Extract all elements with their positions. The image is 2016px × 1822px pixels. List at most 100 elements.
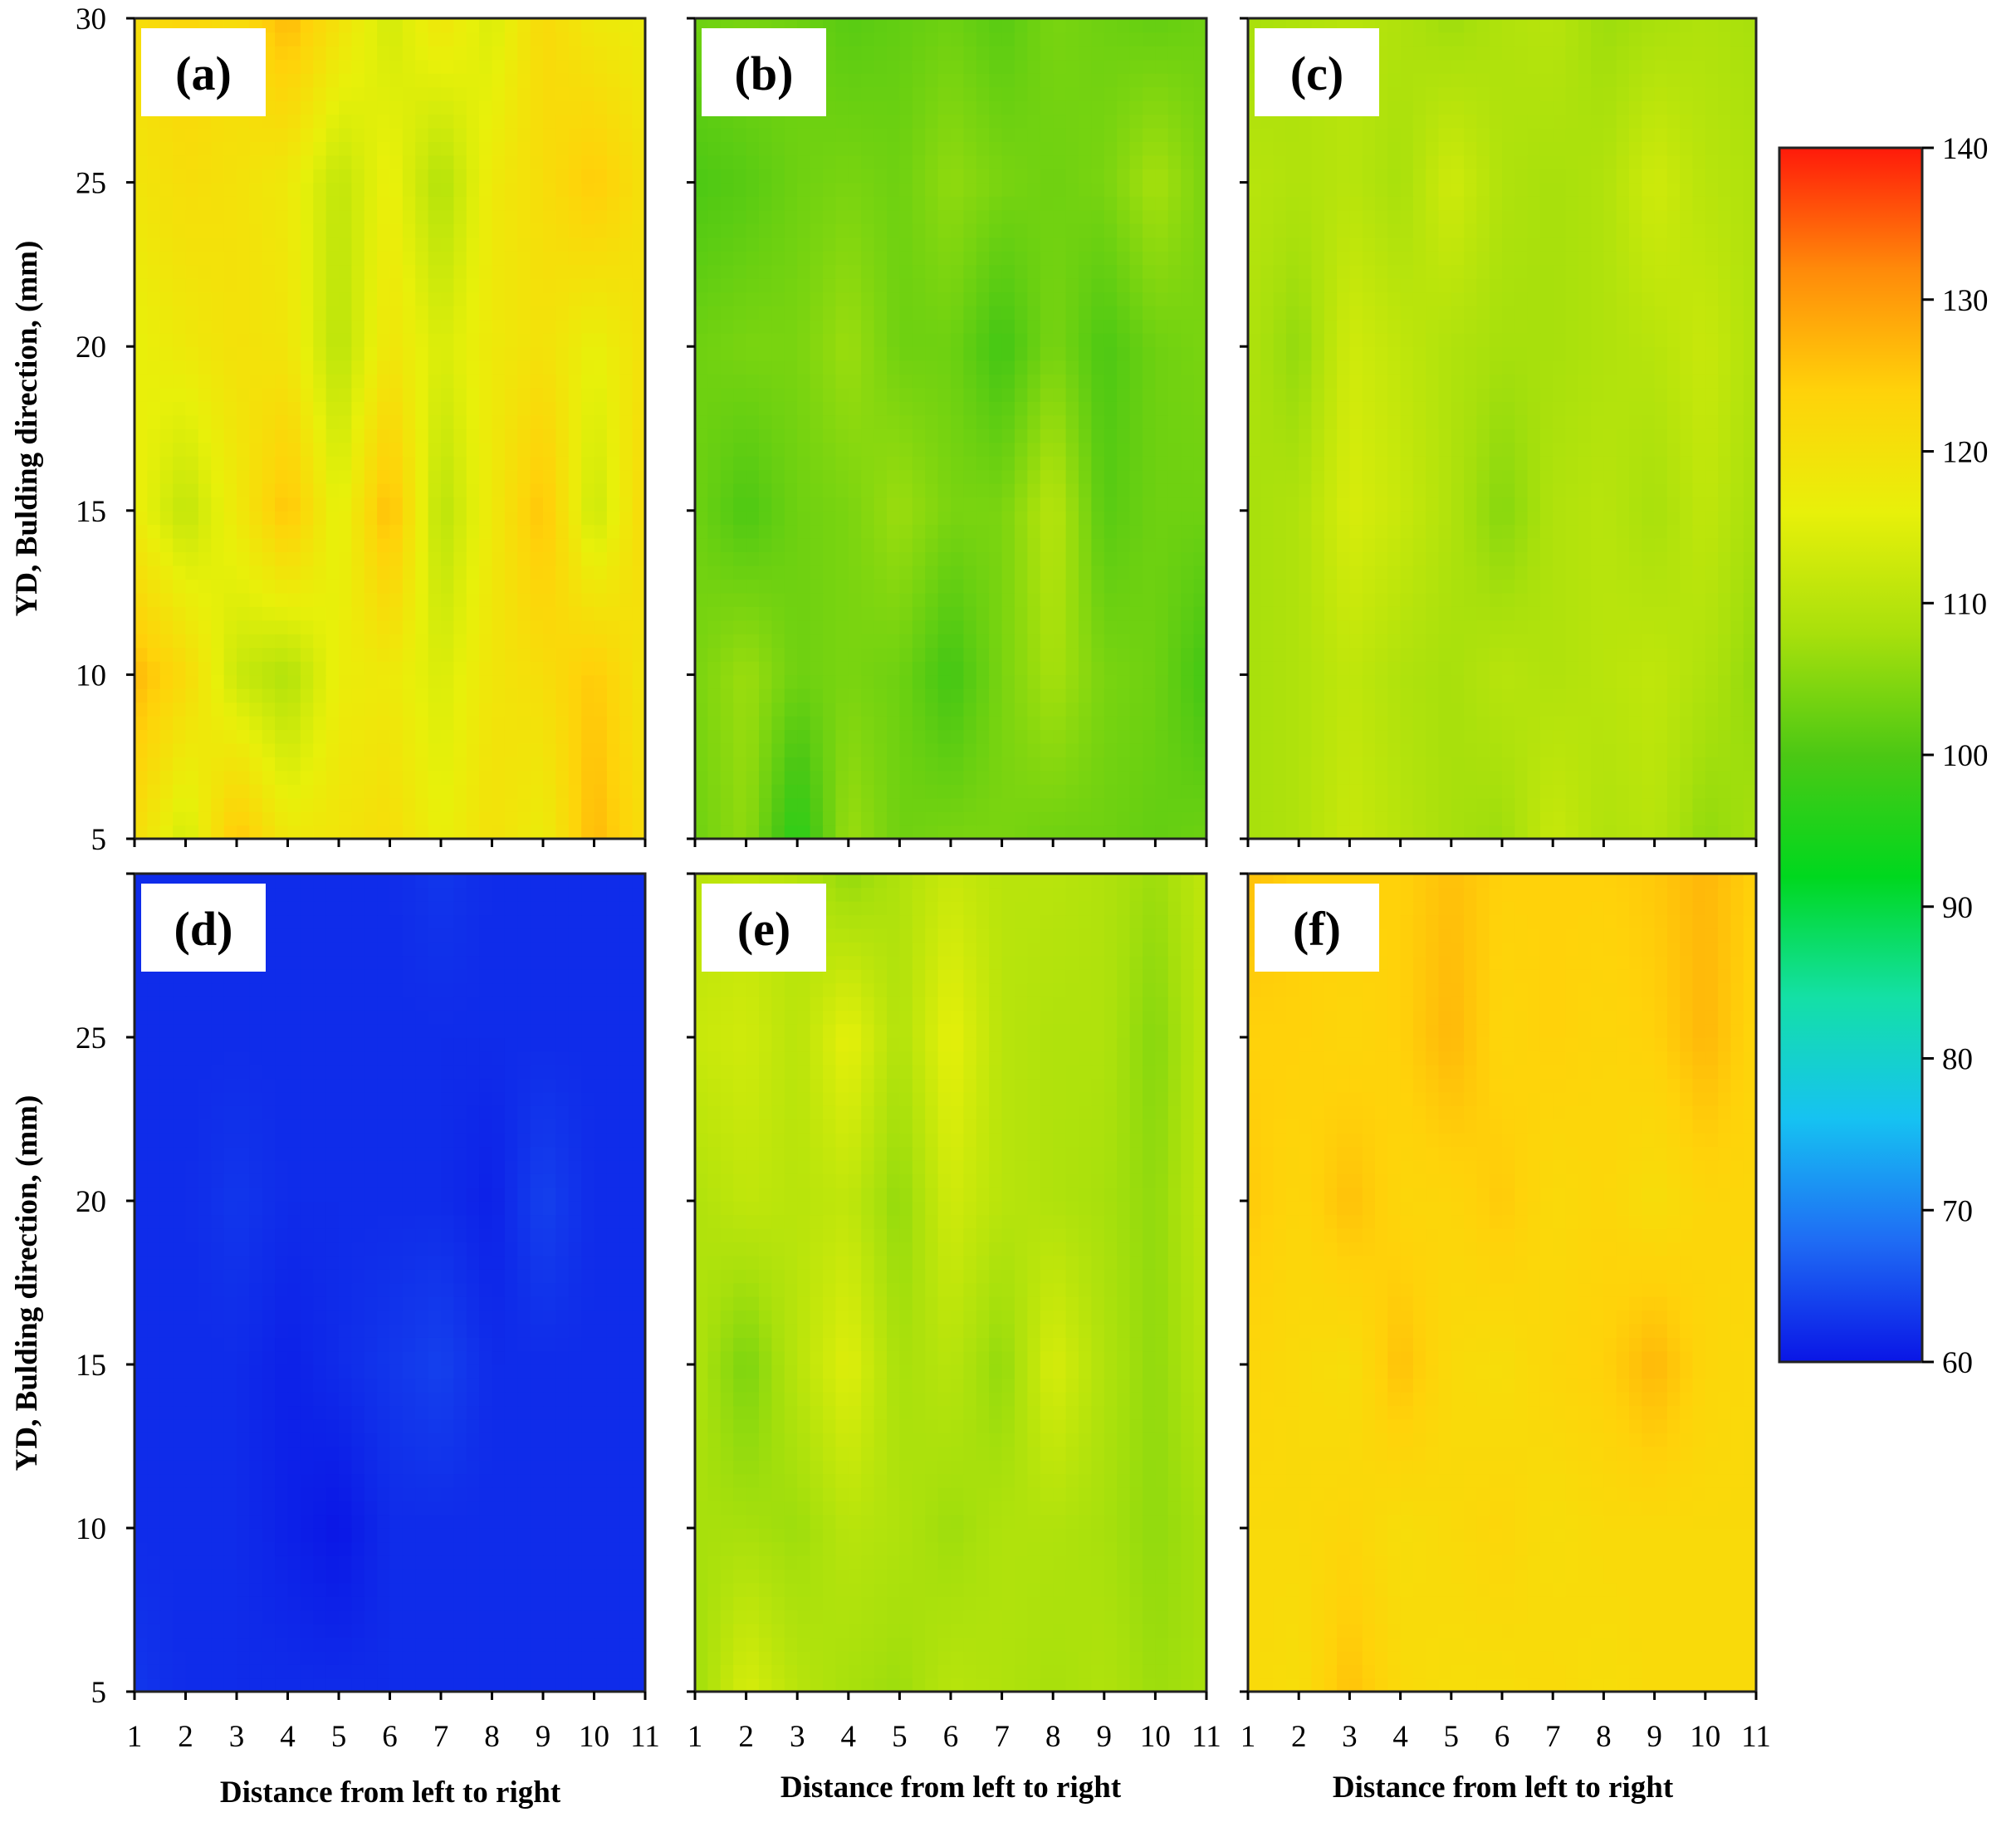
heat-cell (287, 702, 301, 717)
heat-cell (720, 196, 734, 211)
heat-cell (619, 305, 634, 321)
heat-cell (1027, 442, 1041, 457)
heat-cell (530, 414, 544, 429)
heat-cell (861, 510, 875, 526)
heat-cell (1412, 811, 1426, 826)
heat-cell (759, 620, 773, 634)
heat-cell (1040, 360, 1054, 375)
heat-cell (428, 592, 442, 607)
heat-cell (976, 647, 990, 662)
heat-cell (1129, 72, 1143, 88)
heat-cell (275, 127, 289, 142)
heat-cell (198, 497, 213, 512)
heat-cell (1027, 154, 1041, 169)
heat-cell (237, 579, 251, 594)
heat-cell (555, 551, 570, 566)
heat-cell (963, 579, 977, 594)
heat-cell (937, 86, 952, 101)
heat-cell (479, 319, 493, 334)
heat-cell (861, 660, 875, 676)
heat-cell (555, 32, 570, 47)
heat-cell (568, 250, 582, 266)
heat-cell (530, 401, 544, 416)
heat-cell (797, 291, 811, 306)
heat-cell (1143, 291, 1157, 306)
heat-cell (1040, 770, 1054, 785)
heat-cell (249, 223, 263, 238)
heat-cell (848, 264, 862, 279)
heat-cell (771, 757, 785, 771)
heat-cell (887, 524, 901, 539)
heat-cell (1091, 469, 1105, 484)
heat-cell (976, 223, 990, 238)
heat-cell (1181, 469, 1195, 484)
heat-cell (733, 510, 747, 526)
heat-cell (135, 209, 149, 224)
heat-cell (797, 742, 811, 757)
heat-cell (797, 647, 811, 662)
heat-cell (223, 182, 237, 197)
heat-cell (835, 264, 849, 279)
heat-cell (530, 742, 544, 757)
heat-cell (262, 524, 276, 539)
heat-cell (1129, 537, 1143, 552)
heat-cell (707, 374, 722, 389)
heat-cell (568, 305, 582, 321)
heat-cell (479, 264, 493, 279)
heat-cell (479, 770, 493, 785)
heat-cell (835, 825, 849, 840)
heat-cell (1079, 482, 1093, 498)
heat-cell (707, 277, 722, 293)
heat-cell (402, 196, 417, 211)
heat-cell (1155, 592, 1169, 607)
heat-cell (441, 127, 455, 142)
heat-cell (147, 497, 161, 512)
heat-cell (848, 401, 862, 416)
heat-cell (275, 59, 289, 74)
heat-cell (899, 387, 913, 402)
heat-cell (135, 579, 149, 594)
heat-cell (543, 551, 557, 566)
heat-cell (313, 291, 327, 306)
heat-cell (147, 387, 161, 402)
heat-cell (377, 401, 391, 416)
heat-cell (1193, 59, 1207, 74)
heat-cell (1591, 811, 1605, 826)
heat-cell (899, 346, 913, 361)
heat-cell (389, 784, 404, 799)
heat-cell (1027, 797, 1041, 812)
heat-cell (135, 729, 149, 744)
heat-cell (733, 715, 747, 731)
heat-cell (1027, 497, 1041, 512)
heat-cell (262, 510, 276, 526)
heat-cell (976, 510, 990, 526)
heat-cell (823, 250, 837, 266)
heat-cell (568, 319, 582, 334)
heat-cell (300, 237, 315, 252)
heat-cell (173, 510, 187, 526)
heat-cell (185, 277, 199, 293)
heat-cell (619, 237, 634, 252)
heat-cell (466, 237, 480, 252)
heat-cell (1155, 332, 1169, 347)
heat-cell (861, 537, 875, 552)
heat-cell (759, 565, 773, 580)
heat-cell (1143, 592, 1157, 607)
heat-cell (937, 154, 952, 169)
heat-cell (594, 797, 608, 812)
heat-cell (428, 715, 442, 731)
heat-cell (1027, 674, 1041, 689)
heat-cell (492, 305, 506, 321)
heat-cell (835, 223, 849, 238)
heat-cell (173, 127, 187, 142)
heat-cell (963, 592, 977, 607)
heat-cell (351, 154, 365, 169)
heat-cell (1065, 291, 1079, 306)
heat-cell (1015, 45, 1029, 61)
heat-cell (1666, 797, 1681, 812)
heat-cell (517, 442, 531, 457)
heat-cell (1103, 497, 1118, 512)
heat-cell (568, 141, 582, 156)
heat-cell (632, 182, 646, 197)
heat-cell (492, 18, 506, 33)
